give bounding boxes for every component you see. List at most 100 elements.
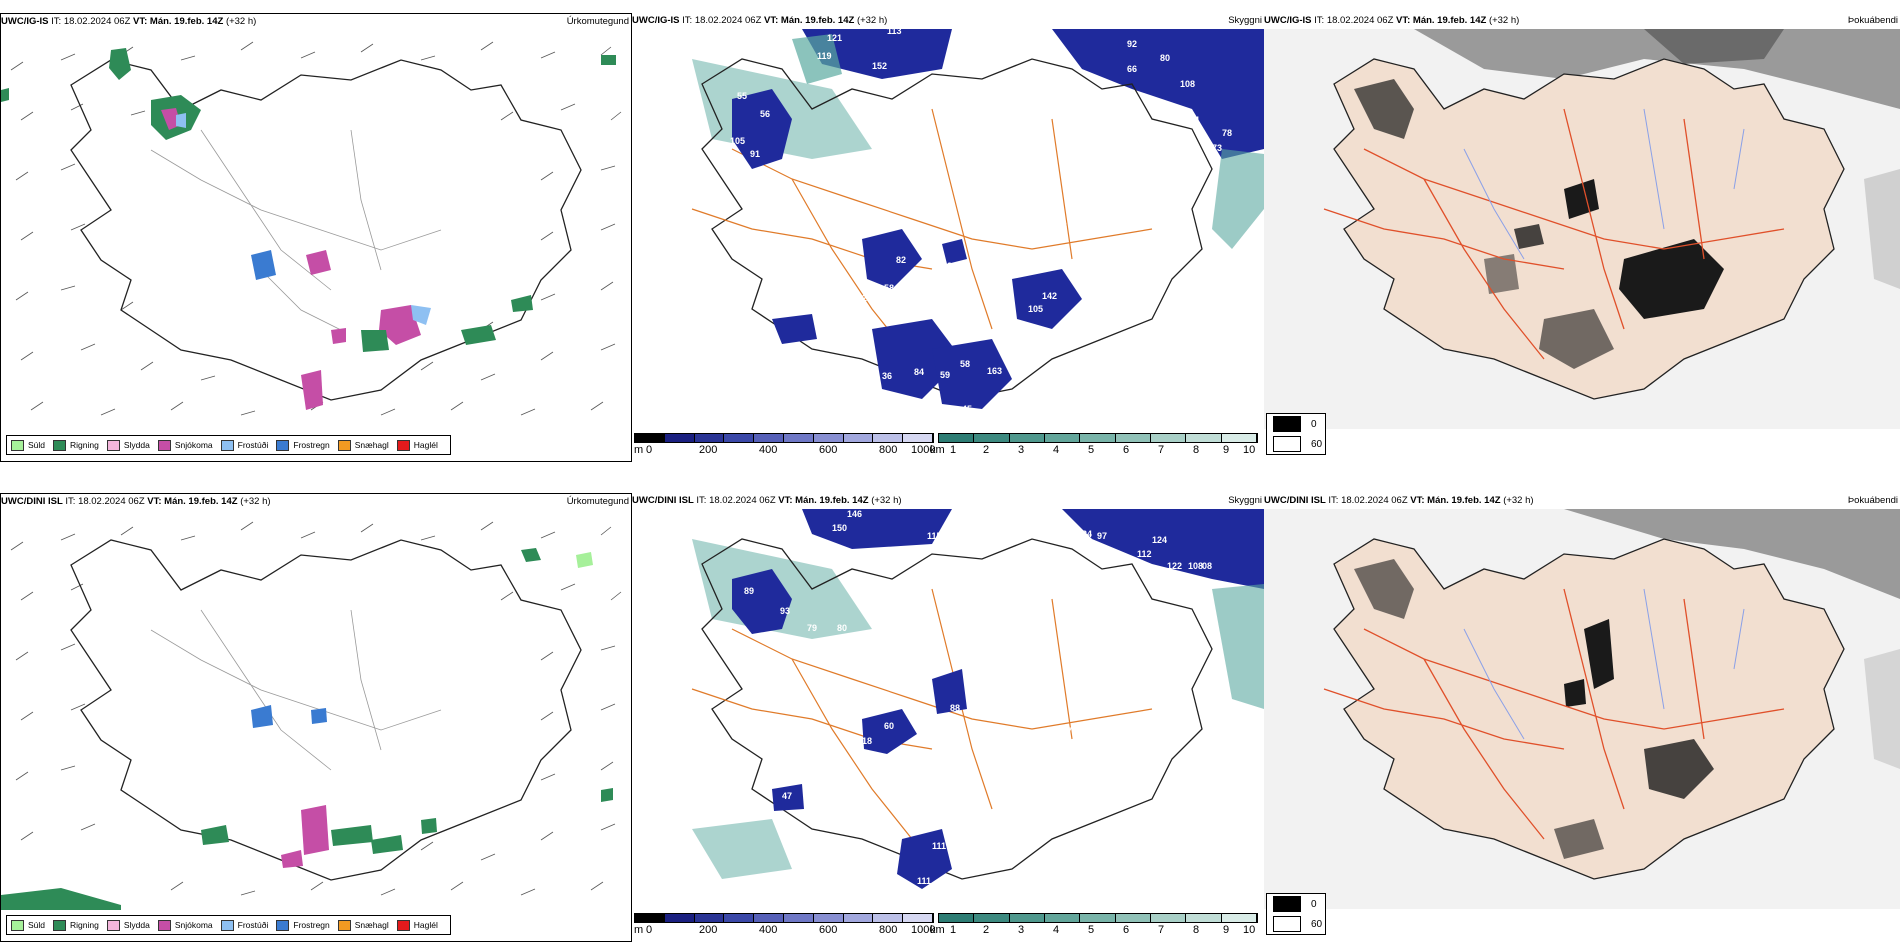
vt-label: VT: (1396, 15, 1411, 26)
legend-item: Snæhagl (337, 439, 389, 451)
vt-value: Mán. 19.feb. 14Z (780, 15, 855, 26)
panel-header: UWC/DINI ISL IT: 18.02.2024 06Z VT: Mán.… (632, 493, 1264, 509)
vt-label: VT: (764, 15, 779, 26)
scale-unit: km (930, 444, 945, 456)
swatch-icon (11, 439, 24, 451)
svg-text:217: 217 (908, 307, 923, 317)
swatch-icon (106, 919, 120, 931)
svg-text:76: 76 (1067, 726, 1077, 736)
svg-text:163: 163 (987, 366, 1002, 376)
iceland-land (1333, 58, 1845, 400)
fog-map (1264, 509, 1900, 909)
scale-unit: m (634, 444, 644, 456)
svg-text:23: 23 (1027, 336, 1037, 346)
svg-text:22: 22 (1210, 631, 1220, 641)
fog-panel-2: UWC/DINI ISL IT: 18.02.2024 06Z VT: Mán.… (1264, 493, 1900, 942)
svg-text:73: 73 (1212, 143, 1222, 153)
swatch-icon (1273, 916, 1301, 932)
legend-item: 60 (1267, 914, 1325, 934)
vt-value: Mán. 19.feb. 14Z (164, 496, 238, 507)
vt-value: Mán. 19.feb. 14Z (149, 16, 224, 27)
legend-item: 0 (1267, 894, 1325, 914)
height-scale: m 0 200 400 600 800 1000 (634, 913, 935, 937)
swatch-icon (157, 439, 171, 451)
svg-text:48: 48 (672, 689, 682, 699)
vt-value: Mán. 19.feb. 14Z (795, 495, 869, 506)
legend-item: Slydda (106, 919, 150, 931)
legend-item: Snjókoma (157, 919, 213, 931)
panel-title: Skyggni (1228, 495, 1262, 506)
cloud-patches (732, 89, 1082, 409)
model-name: UWC/DINI ISL (632, 495, 694, 506)
svg-text:121: 121 (827, 33, 842, 43)
swatch-icon (337, 439, 351, 451)
legend-item: Frostregn (276, 439, 330, 451)
vt-label: VT: (1410, 495, 1425, 506)
precip-map (1, 41, 622, 416)
it-value: 18.02.2024 06Z (1326, 15, 1394, 26)
lead-time: (+32 h) (1503, 495, 1534, 506)
model-name: UWC/IG-IS (632, 15, 680, 26)
svg-text:124: 124 (1152, 535, 1167, 545)
km-scale: km 1 2 3 4 5 6 7 8 9 10 (930, 913, 1258, 937)
svg-text:60: 60 (884, 721, 894, 731)
model-name: UWC/DINI ISL (1, 496, 63, 507)
iceland-outline (701, 58, 1213, 400)
model-name: UWC/IG-IS (1264, 15, 1312, 26)
visibility-labels: 146 150 115 124 97 124 112 122 108 08 89… (672, 509, 1220, 886)
svg-text:92: 92 (1127, 39, 1137, 49)
roads (1323, 108, 1785, 360)
scale-unit: km (930, 924, 945, 936)
svg-text:78: 78 (1052, 771, 1062, 781)
svg-text:58: 58 (960, 359, 970, 369)
svg-text:59: 59 (940, 370, 950, 380)
km-color-bar (938, 433, 1258, 443)
legend-item: Rigning (53, 919, 99, 931)
swatch-icon (157, 919, 171, 931)
svg-text:52: 52 (944, 405, 954, 415)
panel-title: Skyggni (1228, 15, 1262, 26)
legend-item: Súld (11, 919, 45, 931)
lead-time: (+32 h) (1488, 15, 1520, 26)
svg-text:58: 58 (884, 283, 894, 293)
swatch-icon (1273, 436, 1301, 452)
cloud-map: 146 150 115 124 97 124 112 122 108 08 89… (672, 509, 1264, 889)
legend-item: Slydda (106, 439, 150, 451)
iceland-land (1333, 538, 1845, 880)
fog-map (1264, 29, 1900, 429)
precip-legend: Súld Rigning Slydda Snjókoma Frostúði Fr… (6, 435, 451, 455)
svg-text:120: 120 (980, 683, 995, 693)
svg-text:18: 18 (1097, 731, 1107, 741)
roads (691, 108, 1153, 360)
swatch-icon (220, 439, 234, 451)
svg-text:84: 84 (914, 367, 924, 377)
height-scale: m 0 200 400 600 800 1000 (634, 433, 935, 457)
fog-panel-1: UWC/IG-IS IT: 18.02.2024 06Z VT: Mán. 19… (1264, 13, 1900, 462)
svg-text:71: 71 (1190, 115, 1200, 125)
lead-time: (+32 h) (856, 15, 888, 26)
svg-text:82: 82 (896, 255, 906, 265)
svg-text:78: 78 (1222, 128, 1232, 138)
svg-text:216: 216 (1052, 221, 1067, 231)
svg-text:45: 45 (962, 404, 972, 414)
it-value: 18.02.2024 06Z (1341, 495, 1408, 506)
svg-text:146: 146 (847, 509, 862, 519)
panel-header: UWC/IG-IS IT: 18.02.2024 06Z VT: Mán. 19… (632, 13, 1264, 29)
fog-dark-patches (1354, 79, 1724, 369)
svg-text:40: 40 (912, 399, 922, 409)
svg-text:56: 56 (760, 109, 770, 119)
precip-panel-1: UWC/IG-IS IT: 18.02.2024 06Z VT: Mán. 19… (0, 13, 632, 462)
it-value: 18.02.2024 06Z (709, 495, 776, 506)
svg-text:97: 97 (1097, 531, 1107, 541)
panel-title: Þokuábendi (1847, 495, 1898, 506)
wind-barbs (10, 521, 622, 896)
precip-panel-2: UWC/DINI ISL IT: 18.02.2024 06Z VT: Mán.… (0, 493, 632, 942)
legend-item: Frostúði (220, 919, 268, 931)
fog-legend: 0 60 (1266, 413, 1326, 455)
swatch-icon (276, 919, 290, 931)
swatch-icon (11, 919, 24, 931)
svg-text:83: 83 (760, 169, 770, 179)
svg-text:62: 62 (857, 293, 867, 303)
panel-header: UWC/IG-IS IT: 18.02.2024 06Z VT: Mán. 19… (1264, 13, 1900, 29)
svg-text:33: 33 (947, 261, 957, 271)
